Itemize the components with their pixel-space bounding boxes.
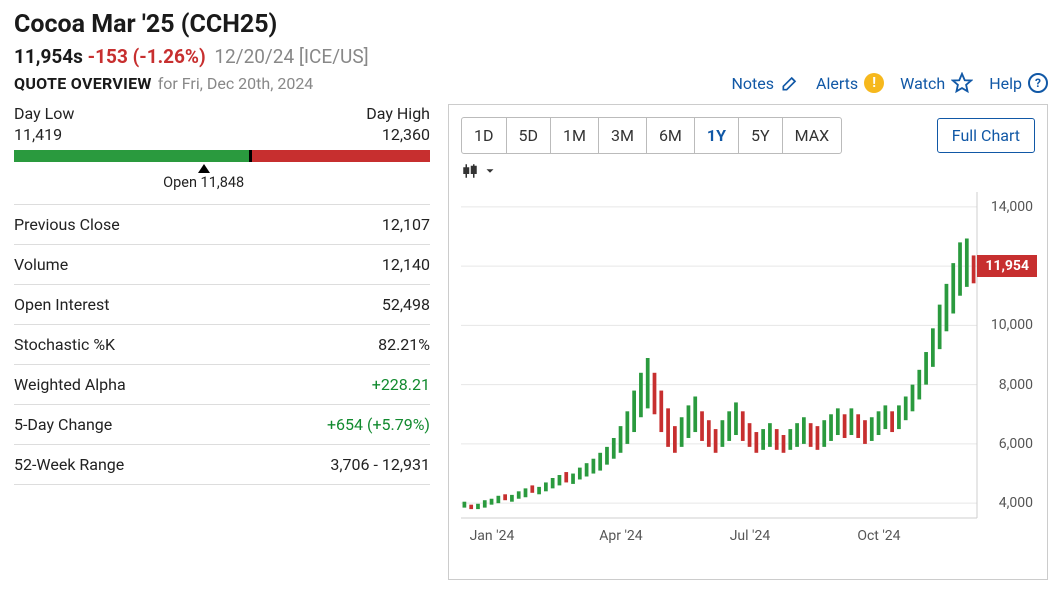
stat-label: 52-Week Range — [14, 455, 124, 474]
overview-heading: QUOTE OVERVIEW for Fri, Dec 20th, 2024 — [14, 74, 313, 93]
timeframe-3m[interactable]: 3M — [599, 118, 647, 153]
stat-label: Open Interest — [14, 295, 109, 314]
stat-row: 52-Week Range 3,706 - 12,931 — [14, 444, 430, 485]
left-panel: Day Low Day High 11,419 12,360 Open 11,8… — [14, 104, 430, 485]
stat-row: Volume 12,140 — [14, 244, 430, 284]
x-axis-tick: Jul '24 — [730, 528, 771, 544]
stat-value: 12,140 — [382, 255, 430, 274]
timeframe-1y[interactable]: 1Y — [695, 118, 739, 153]
stat-row: Previous Close 12,107 — [14, 204, 430, 244]
timeframe-max[interactable]: MAX — [783, 118, 842, 153]
y-axis-tick: 8,000 — [999, 377, 1033, 393]
star-icon — [951, 72, 973, 94]
day-low-value: 11,419 — [14, 125, 62, 144]
help-icon: ? — [1028, 73, 1048, 93]
stat-value: 52,498 — [382, 295, 430, 314]
timeframe-6m[interactable]: 6M — [647, 118, 695, 153]
price-meta: 12/20/24 [ICE/US] — [214, 45, 368, 68]
notes-label: Notes — [732, 74, 775, 93]
timeframe-1d[interactable]: 1D — [462, 118, 507, 153]
candlestick-icon — [461, 162, 479, 180]
toolbar: Notes Alerts ! Watch Help ? — [732, 72, 1048, 94]
stat-label: Stochastic %K — [14, 335, 115, 354]
last-price: 11,954s — [14, 45, 83, 68]
stat-row: Stochastic %K 82.21% — [14, 324, 430, 364]
alerts-link[interactable]: Alerts ! — [816, 73, 884, 93]
edit-icon — [780, 73, 800, 93]
y-axis-tick: 6,000 — [999, 436, 1033, 452]
open-label: Open 11,848 — [163, 174, 244, 191]
day-low-label: Day Low — [14, 104, 74, 123]
stat-label: Weighted Alpha — [14, 375, 126, 394]
instrument-title: Cocoa Mar '25 (CCH25) — [14, 10, 1048, 39]
chart-panel: 1D5D1M3M6M1Y5YMAX Full Chart 4,000 6,000 8… — [448, 104, 1048, 580]
timeframe-1m[interactable]: 1M — [551, 118, 599, 153]
stat-label: 5-Day Change — [14, 415, 112, 434]
timeframe-selector: 1D5D1M3M6M1Y5YMAX — [461, 117, 842, 154]
y-axis-tick: 10,000 — [991, 317, 1033, 333]
stat-value: +228.21 — [372, 375, 430, 394]
full-chart-button[interactable]: Full Chart — [937, 118, 1035, 153]
open-marker: Open 11,848 — [14, 162, 430, 192]
watch-label: Watch — [900, 74, 945, 93]
help-link[interactable]: Help ? — [989, 73, 1048, 93]
x-axis-tick: Oct '24 — [857, 528, 900, 544]
overview-date: for Fri, Dec 20th, 2024 — [158, 74, 314, 93]
price-change: -153 (-1.26%) — [88, 45, 206, 68]
overview-label: QUOTE OVERVIEW — [14, 74, 152, 93]
y-axis-tick: 4,000 — [999, 495, 1033, 511]
notes-link[interactable]: Notes — [732, 73, 801, 93]
price-chart[interactable]: 4,0006,0008,00010,00012,00014,000Jan '24… — [461, 184, 1035, 544]
stat-row: 5-Day Change +654 (+5.79%) — [14, 404, 430, 444]
stat-value: 3,706 - 12,931 — [330, 455, 430, 474]
alert-icon: ! — [864, 73, 884, 93]
timeframe-5y[interactable]: 5Y — [739, 118, 783, 153]
stats-table: Previous Close 12,107 Volume 12,140 Open Int… — [14, 204, 430, 485]
x-axis-tick: Jan '24 — [470, 528, 515, 544]
price-line: 11,954s -153 (-1.26%) 12/20/24 [ICE/US] — [14, 45, 1048, 68]
chevron-down-icon — [483, 164, 497, 178]
current-price-flag: 11,954 — [977, 255, 1037, 277]
chart-type-dropdown[interactable] — [461, 162, 497, 180]
stat-value: 82.21% — [378, 335, 430, 354]
y-axis-tick: 14,000 — [991, 199, 1033, 215]
help-label: Help — [989, 74, 1022, 93]
stat-value: +654 (+5.79%) — [327, 415, 430, 434]
watch-link[interactable]: Watch — [900, 72, 973, 94]
day-high-value: 12,360 — [382, 125, 430, 144]
timeframe-5d[interactable]: 5D — [507, 118, 552, 153]
stat-label: Previous Close — [14, 215, 120, 234]
day-range-bar — [14, 150, 430, 162]
stat-row: Open Interest 52,498 — [14, 284, 430, 324]
x-axis-tick: Apr '24 — [599, 528, 642, 544]
stat-label: Volume — [14, 255, 68, 274]
stat-value: 12,107 — [382, 215, 430, 234]
stat-row: Weighted Alpha +228.21 — [14, 364, 430, 404]
day-high-label: Day High — [366, 104, 430, 123]
alerts-label: Alerts — [816, 74, 858, 93]
